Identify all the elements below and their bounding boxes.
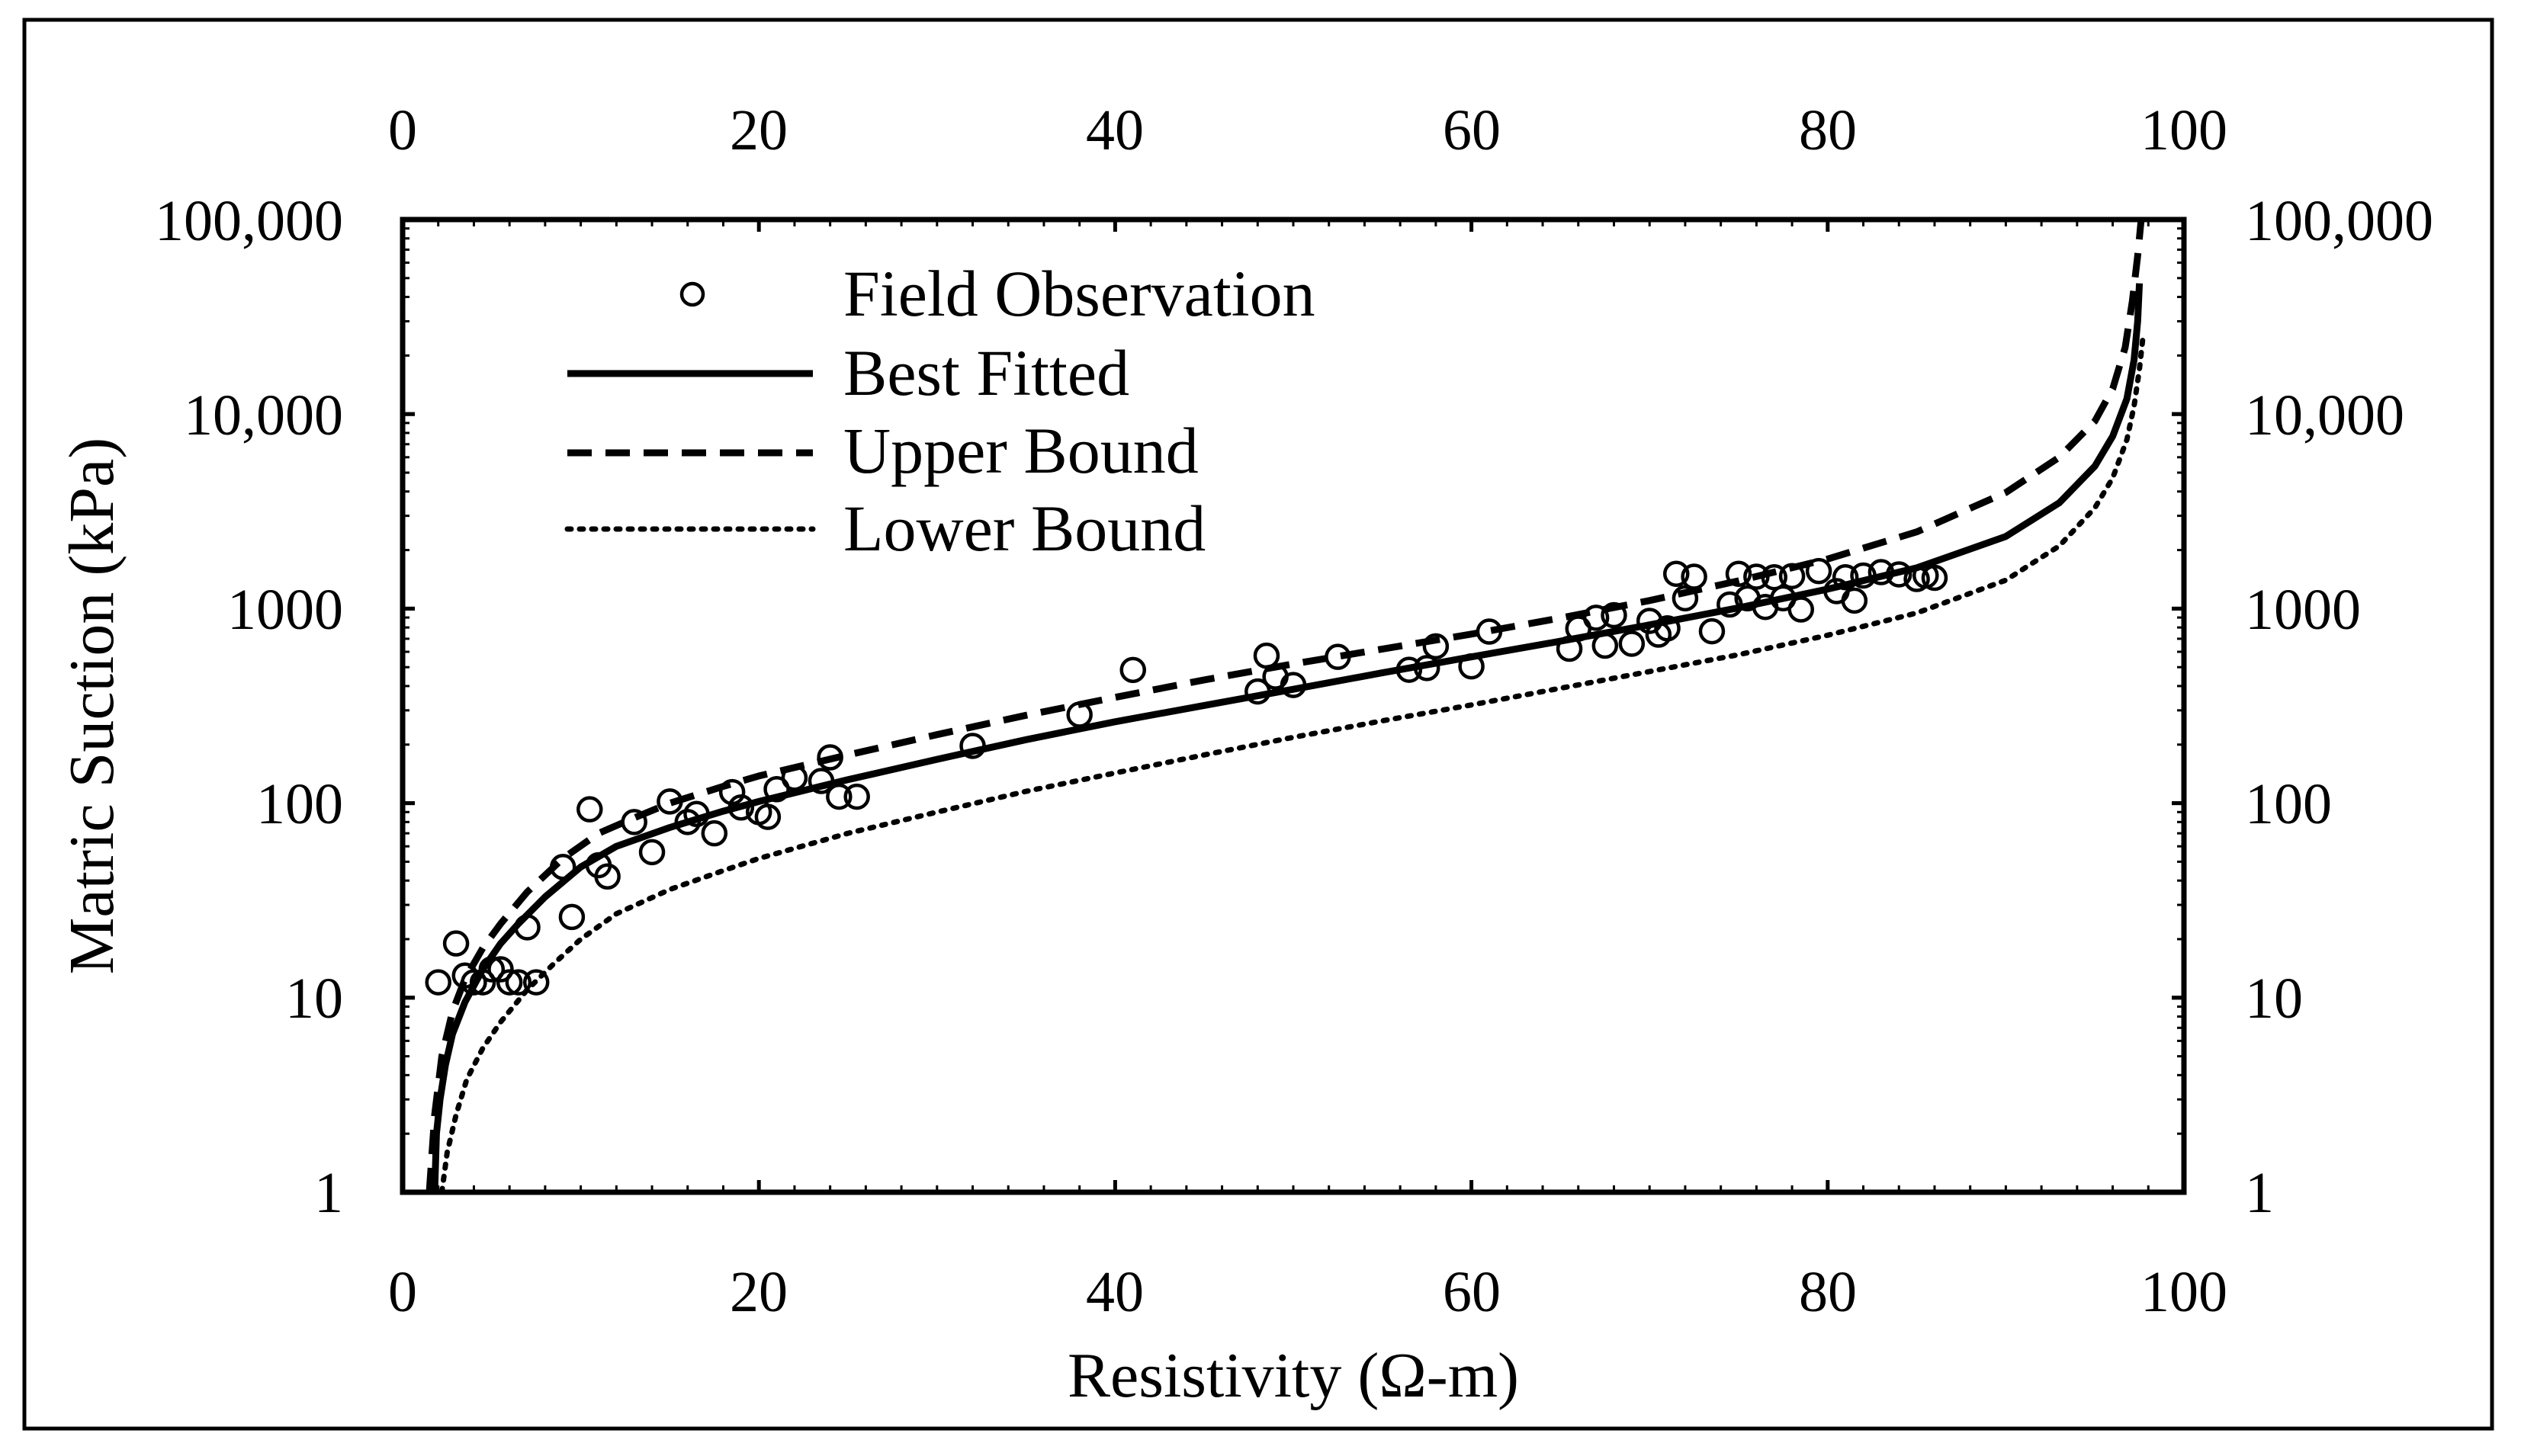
field-observation-point-47 bbox=[1582, 605, 1610, 631]
field-observation-point-0 bbox=[425, 969, 451, 996]
field-observation-point-59 bbox=[1725, 560, 1752, 587]
field-observation-point-66 bbox=[1787, 596, 1815, 623]
field-observation-point-50 bbox=[1618, 630, 1646, 657]
field-observation-point-29 bbox=[817, 744, 843, 771]
field-observation-point-49 bbox=[1601, 601, 1627, 629]
field-observation-point-57 bbox=[1698, 617, 1726, 645]
y-tick-label-left-100000: 100,000 bbox=[155, 189, 343, 253]
field-observation-point-42 bbox=[1422, 633, 1450, 660]
y-axis-title: Matric Suction (kPa) bbox=[56, 438, 127, 975]
x-tick-label-top-20: 20 bbox=[730, 98, 788, 162]
x-axis-title: Resistivity (Ω-m) bbox=[1068, 1340, 1519, 1411]
y-axis-right-labels: 1 10 100 1000 10,000 100,000 bbox=[2245, 189, 2433, 1225]
field-observation-point-69 bbox=[1832, 563, 1859, 591]
best-fitted-line bbox=[431, 283, 2144, 1193]
legend-marker-field-observation bbox=[679, 281, 705, 307]
field-observation-point-13 bbox=[576, 796, 603, 823]
plot-area-border bbox=[400, 216, 2187, 1195]
y-tick-label-left-10000: 10,000 bbox=[184, 383, 343, 447]
x-tick-label-bottom-40: 40 bbox=[1086, 1260, 1144, 1324]
y-tick-label-left-100: 100 bbox=[256, 772, 343, 836]
x-tick-label-top-0: 0 bbox=[388, 98, 417, 162]
x-axis-bottom-labels: 0 20 40 60 80 100 bbox=[388, 1260, 2227, 1324]
field-observation-point-31 bbox=[843, 783, 870, 810]
figure-frame bbox=[22, 18, 2494, 1431]
x-tick-label-top-100: 100 bbox=[2140, 98, 2227, 162]
x-tick-label-top-40: 40 bbox=[1086, 98, 1144, 162]
x-tick-label-bottom-80: 80 bbox=[1799, 1260, 1857, 1324]
y-tick-label-right-100: 100 bbox=[2245, 772, 2332, 836]
field-observation-point-34 bbox=[1119, 656, 1147, 684]
legend-label-best-fitted: Best Fitted bbox=[843, 336, 1129, 409]
field-observation-point-17 bbox=[638, 839, 666, 866]
field-observation-point-16 bbox=[621, 809, 647, 835]
y-tick-label-right-10000: 10,000 bbox=[2245, 383, 2404, 447]
y-tick-label-left-1: 1 bbox=[314, 1161, 343, 1225]
y-tick-label-right-10: 10 bbox=[2245, 967, 2303, 1031]
x-tick-label-bottom-60: 60 bbox=[1443, 1260, 1501, 1324]
y-axis-left-labels: 1 10 100 1000 10,000 100,000 bbox=[155, 189, 343, 1225]
field-observation-point-1 bbox=[442, 930, 470, 957]
y-tick-label-left-1000: 1000 bbox=[227, 578, 343, 642]
field-observation-point-21 bbox=[701, 819, 728, 847]
x-tick-label-top-60: 60 bbox=[1443, 98, 1501, 162]
lower-bound-line bbox=[438, 334, 2146, 1195]
x-tick-label-bottom-20: 20 bbox=[730, 1260, 788, 1324]
y-tick-label-left-10: 10 bbox=[285, 967, 343, 1031]
field-observation-point-25 bbox=[754, 803, 782, 830]
field-observation-point-22 bbox=[718, 778, 746, 806]
y-tick-label-right-1000: 1000 bbox=[2245, 578, 2361, 642]
field-observation-point-6 bbox=[487, 956, 514, 983]
field-observation-point-70 bbox=[1841, 587, 1868, 614]
field-observation-point-8 bbox=[505, 969, 532, 996]
legend-label-field-observation: Field Observation bbox=[843, 257, 1315, 330]
x-tick-label-bottom-0: 0 bbox=[388, 1260, 417, 1324]
field-observation-point-76 bbox=[1921, 564, 1948, 592]
legend: Field Observation Best Fitted Upper Boun… bbox=[564, 257, 1315, 565]
upper-bound-line bbox=[426, 219, 2145, 1193]
y-tick-label-right-100000: 100,000 bbox=[2245, 189, 2433, 253]
field-observation-point-15 bbox=[594, 863, 621, 890]
legend-label-upper-bound: Upper Bound bbox=[843, 414, 1199, 487]
field-observation-point-55 bbox=[1672, 585, 1699, 612]
series-layer bbox=[425, 219, 2146, 1195]
field-observation-point-12 bbox=[558, 903, 586, 931]
field-observation-point-10 bbox=[522, 969, 550, 996]
field-observation-point-67 bbox=[1805, 557, 1832, 585]
field-observation-point-53 bbox=[1654, 614, 1681, 642]
x-axis-top-labels: 0 20 40 60 80 100 bbox=[388, 98, 2227, 162]
field-observation-point-7 bbox=[496, 969, 523, 996]
x-tick-label-bottom-100: 100 bbox=[2140, 1260, 2227, 1324]
x-tick-label-top-80: 80 bbox=[1799, 98, 1857, 162]
legend-label-lower-bound: Lower Bound bbox=[843, 492, 1206, 565]
field-observation-point-54 bbox=[1662, 560, 1690, 587]
y-tick-label-right-1: 1 bbox=[2245, 1161, 2274, 1225]
axis-ticks bbox=[400, 217, 2186, 1195]
